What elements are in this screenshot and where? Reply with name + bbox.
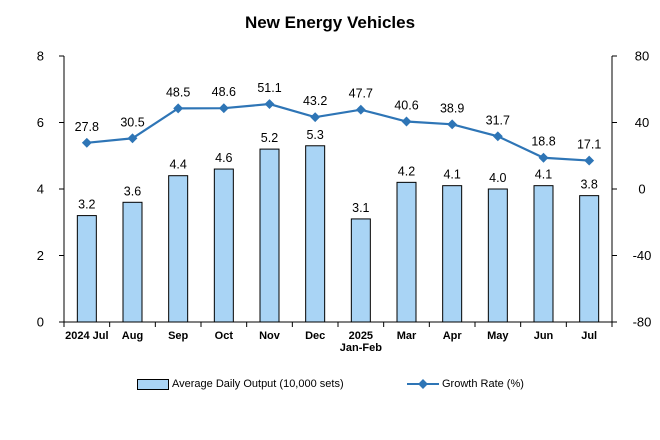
growth-rate-point: [355, 104, 366, 115]
x-axis-tick-label: 2024 Jul: [65, 330, 108, 342]
bar: [213, 168, 234, 323]
right-axis-tick-label: 0: [638, 182, 645, 197]
bar: [350, 218, 371, 323]
x-axis-tick-label: Nov: [259, 330, 281, 342]
bar: [396, 181, 417, 323]
growth-rate-label: 48.6: [212, 85, 236, 99]
right-axis-tick-label: -40: [633, 248, 652, 263]
growth-rate-point: [127, 133, 138, 144]
legend-label-output: Average Daily Output (10,000 sets): [172, 378, 344, 390]
growth-rate-label: 27.8: [75, 120, 99, 134]
right-axis-tick-label: 80: [635, 49, 649, 64]
growth-rate-label: 30.5: [120, 115, 144, 129]
left-axis-tick-label: 6: [37, 115, 44, 130]
bar-value-label: 4.0: [489, 171, 506, 185]
bar-value-label: 4.1: [443, 168, 460, 182]
growth-rate-label: 40.6: [394, 99, 418, 113]
bar-value-label: 4.6: [215, 151, 232, 165]
legend-item-output: Average Daily Output (10,000 sets): [137, 378, 344, 390]
left-axis-tick-label: 2: [37, 248, 44, 263]
x-axis-tick-label: Apr: [443, 330, 463, 342]
growth-rate-point: [538, 152, 549, 163]
growth-rate-label: 17.1: [577, 138, 601, 152]
legend-label-growth: Growth Rate (%): [442, 378, 524, 390]
bar-value-label: 4.1: [535, 168, 552, 182]
growth-rate-point: [264, 99, 275, 109]
x-axis-tick-label: Sep: [168, 330, 188, 342]
x-axis-tick-label: Jun: [534, 330, 554, 342]
x-axis-tick-label: Mar: [397, 330, 417, 342]
growth-rate-point: [173, 103, 184, 114]
growth-rate-point: [310, 112, 321, 123]
left-axis-tick-label: 8: [37, 49, 44, 64]
bar-value-label: 3.8: [580, 178, 597, 192]
growth-rate-label: 43.2: [303, 94, 327, 108]
growth-rate-label: 47.7: [349, 87, 373, 101]
legend-line-swatch: [407, 379, 439, 389]
growth-rate-label: 48.5: [166, 85, 190, 99]
bar: [305, 145, 326, 323]
right-axis-tick-label: -80: [633, 315, 652, 330]
x-axis-tick-label: Aug: [122, 330, 143, 342]
bar-value-label: 5.2: [261, 131, 278, 145]
bar-value-label: 3.6: [124, 184, 141, 198]
left-axis-tick-label: 0: [37, 315, 44, 330]
bar: [533, 185, 554, 323]
bar: [122, 201, 143, 323]
growth-rate-point: [401, 116, 412, 127]
x-axis-tick-label: May: [487, 330, 509, 342]
x-axis-tick-label: Oct: [215, 330, 234, 342]
x-axis-tick-label: Dec: [305, 330, 325, 342]
growth-rate-point: [81, 137, 92, 148]
bar-value-label: 3.2: [78, 198, 95, 212]
growth-rate-label: 31.7: [486, 113, 510, 127]
left-axis-tick-label: 4: [37, 182, 44, 197]
bar-value-label: 3.1: [352, 201, 369, 215]
bar: [487, 188, 508, 323]
legend: Average Daily Output (10,000 sets) Growt…: [0, 378, 660, 398]
growth-rate-point: [447, 119, 458, 130]
growth-rate-label: 38.9: [440, 101, 464, 115]
legend-item-growth: Growth Rate (%): [407, 378, 524, 390]
bar-value-label: 5.3: [306, 128, 323, 142]
bar: [168, 175, 189, 323]
x-axis-tick-label: 2025 Jan-Feb: [340, 330, 382, 354]
growth-rate-point: [492, 131, 503, 142]
bar: [259, 148, 280, 323]
bar: [442, 185, 463, 323]
growth-rate-line: [86, 102, 590, 162]
growth-rate-point: [218, 103, 229, 114]
x-axis-tick-label: Jul: [581, 330, 597, 342]
growth-rate-label: 51.1: [257, 81, 281, 95]
legend-bar-swatch: [137, 378, 169, 390]
bar: [76, 215, 97, 323]
growth-rate-point: [584, 155, 595, 166]
bar-value-label: 4.2: [398, 164, 415, 178]
chart-title: New Energy Vehicles: [244, 13, 416, 32]
bar-value-label: 4.4: [169, 158, 186, 172]
right-axis-tick-label: 40: [635, 115, 649, 130]
growth-rate-label: 18.8: [531, 135, 555, 149]
bar: [579, 195, 600, 323]
